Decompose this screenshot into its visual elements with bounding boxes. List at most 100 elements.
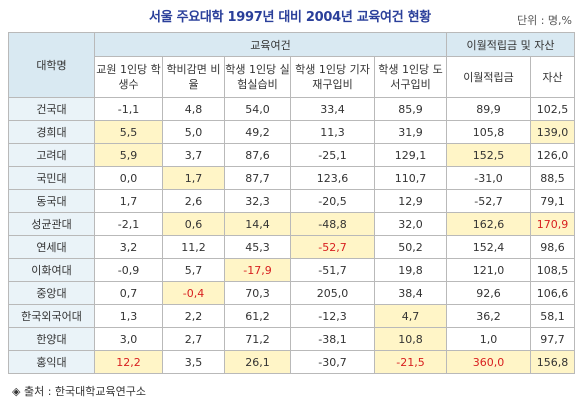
table-cell: 33,4	[290, 97, 375, 121]
header-col-library-cost: 학생 1인당 도서구입비	[374, 56, 447, 98]
table-cell: 139,0	[529, 120, 576, 144]
university-name: 홍익대	[8, 350, 95, 374]
university-name: 건국대	[8, 97, 95, 121]
header-col-tuition-reduction: 학비감면 비율	[162, 56, 225, 98]
table-cell: 85,9	[374, 97, 447, 121]
table-row: 중앙대 0,7 -0,4 70,3 205,0 38,4 92,6 106,6	[8, 281, 576, 305]
table-cell: 70,3	[224, 281, 291, 305]
table-cell: 4,8	[162, 97, 225, 121]
table-cell: 152,4	[446, 235, 531, 259]
table-cell: 1,7	[94, 189, 163, 213]
university-name: 이화여대	[8, 258, 95, 282]
table-cell: 129,1	[374, 143, 447, 167]
table-cell: 92,6	[446, 281, 531, 305]
table-row: 국민대 0,0 1,7 87,7 123,6 110,7 -31,0 88,5	[8, 166, 576, 190]
table-cell: 105,8	[446, 120, 531, 144]
table-cell: 10,8	[374, 327, 447, 351]
table-cell: 12,2	[94, 350, 163, 374]
table-cell: -0,4	[162, 281, 225, 305]
table-row: 한국외국어대 1,3 2,2 61,2 -12,3 4,7 36,2 58,1	[8, 304, 576, 328]
university-name: 고려대	[8, 143, 95, 167]
table-cell: 31,9	[374, 120, 447, 144]
university-name: 연세대	[8, 235, 95, 259]
table-cell: 54,0	[224, 97, 291, 121]
table-cell: 2,7	[162, 327, 225, 351]
table-cell: 3,0	[94, 327, 163, 351]
table-cell: 11,2	[162, 235, 225, 259]
table-cell: 5,5	[94, 120, 163, 144]
university-name: 한국외국어대	[8, 304, 95, 328]
university-name: 성균관대	[8, 212, 95, 236]
table-cell: 58,1	[529, 304, 576, 328]
table-cell: 3,5	[162, 350, 225, 374]
university-name: 중앙대	[8, 281, 95, 305]
table-cell: 49,2	[224, 120, 291, 144]
table-cell: 0,6	[162, 212, 225, 236]
page-title: 서울 주요대학 1997년 대비 2004년 교육여건 현황	[149, 10, 431, 25]
table-cell: 89,9	[446, 97, 531, 121]
table-row: 이화여대 -0,9 5,7 -17,9 -51,7 19,8 121,0 108,5	[8, 258, 576, 282]
table-cell: 1,3	[94, 304, 163, 328]
table-cell: -17,9	[224, 258, 291, 282]
table-cell: 98,6	[529, 235, 576, 259]
table-cell: 32,0	[374, 212, 447, 236]
table-row: 연세대 3,2 11,2 45,3 -52,7 50,2 152,4 98,6	[8, 235, 576, 259]
table-cell: 97,7	[529, 327, 576, 351]
table-cell: 152,5	[446, 143, 531, 167]
unit-label: 단위 : 명,%	[516, 14, 572, 27]
table-cell: 36,2	[446, 304, 531, 328]
table-cell: 12,9	[374, 189, 447, 213]
table-row: 건국대 -1,1 4,8 54,0 33,4 85,9 89,9 102,5	[8, 97, 576, 121]
table-cell: 50,2	[374, 235, 447, 259]
table-cell: 2,2	[162, 304, 225, 328]
table-cell: 87,7	[224, 166, 291, 190]
table-cell: 108,5	[529, 258, 576, 282]
table-cell: 26,1	[224, 350, 291, 374]
table-cell: -48,8	[290, 212, 375, 236]
table-row: 고려대 5,9 3,7 87,6 -25,1 129,1 152,5 126,0	[8, 143, 576, 167]
table-cell: -21,5	[374, 350, 447, 374]
table-cell: 123,6	[290, 166, 375, 190]
table-row: 한양대 3,0 2,7 71,2 -38,1 10,8 1,0 97,7	[8, 327, 576, 351]
table-cell: 1,7	[162, 166, 225, 190]
table-cell: 3,2	[94, 235, 163, 259]
table-cell: 88,5	[529, 166, 576, 190]
header-col-students-per-faculty: 교원 1인당 학생수	[94, 56, 163, 98]
table-cell: 106,6	[529, 281, 576, 305]
table-cell: 2,6	[162, 189, 225, 213]
table-cell: 121,0	[446, 258, 531, 282]
table-cell: 170,9	[529, 212, 576, 236]
table-cell: 205,0	[290, 281, 375, 305]
table-cell: -52,7	[446, 189, 531, 213]
table-cell: 5,9	[94, 143, 163, 167]
header-university: 대학명	[8, 32, 95, 98]
table-cell: -25,1	[290, 143, 375, 167]
header-col-reserve-fund: 이월적립금	[446, 56, 531, 98]
header-col-assets: 자산	[529, 56, 576, 98]
table-cell: -2,1	[94, 212, 163, 236]
table-cell: 102,5	[529, 97, 576, 121]
table-cell: 79,1	[529, 189, 576, 213]
table-cell: 162,6	[446, 212, 531, 236]
table-cell: 14,4	[224, 212, 291, 236]
table-cell: -12,3	[290, 304, 375, 328]
table-cell: 0,7	[94, 281, 163, 305]
table-row: 경희대 5,5 5,0 49,2 11,3 31,9 105,8 139,0	[8, 120, 576, 144]
table-cell: 156,8	[529, 350, 576, 374]
table-cell: 110,7	[374, 166, 447, 190]
table-cell: 32,3	[224, 189, 291, 213]
university-name: 경희대	[8, 120, 95, 144]
table-cell: -52,7	[290, 235, 375, 259]
university-name: 국민대	[8, 166, 95, 190]
table-row: 홍익대 12,2 3,5 26,1 -30,7 -21,5 360,0 156,8	[8, 350, 576, 374]
header-group-assets: 이월적립금 및 자산	[445, 32, 576, 57]
table-cell: 4,7	[374, 304, 447, 328]
table-cell: -20,5	[290, 189, 375, 213]
table-cell: 19,8	[374, 258, 447, 282]
table-cell: -30,7	[290, 350, 375, 374]
university-name: 한양대	[8, 327, 95, 351]
table-cell: 5,0	[162, 120, 225, 144]
table-cell: 3,7	[162, 143, 225, 167]
header-group-education: 교육여건	[94, 32, 447, 57]
data-table: 대학명 교육여건 이월적립금 및 자산 교원 1인당 학생수 학비감면 비율 학…	[8, 32, 576, 374]
